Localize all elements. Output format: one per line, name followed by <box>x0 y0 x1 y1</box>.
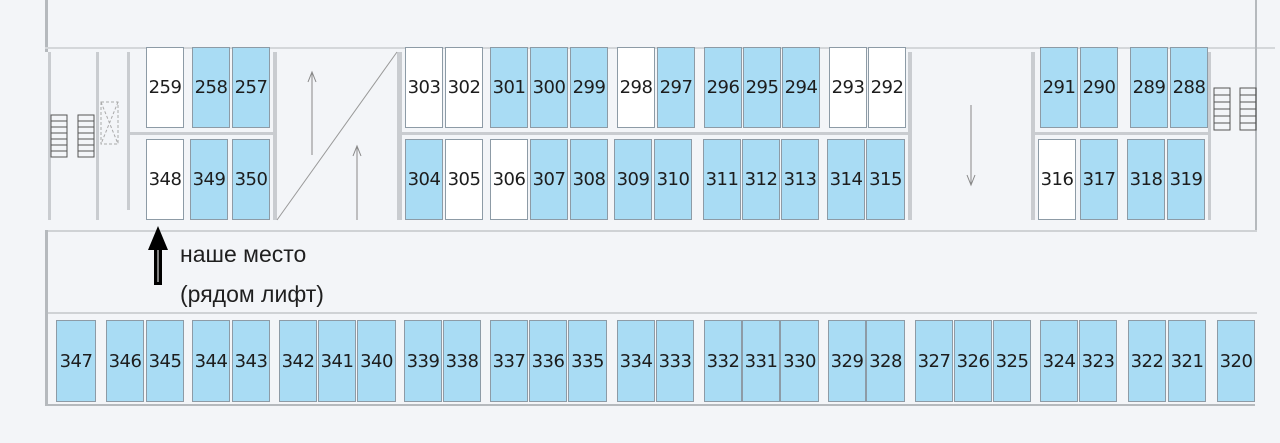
parking-spot-315: 315 <box>866 139 905 220</box>
parking-spot-290: 290 <box>1080 47 1118 128</box>
parking-spot-336: 336 <box>529 320 567 402</box>
parking-spot-337: 337 <box>490 320 528 402</box>
parking-spot-258: 258 <box>192 47 230 128</box>
parking-spot-289: 289 <box>1130 47 1168 128</box>
right-stair-wall <box>1208 52 1211 220</box>
parking-spot-345: 345 <box>146 320 184 402</box>
parking-spot-293: 293 <box>829 47 867 128</box>
parking-spot-323: 323 <box>1079 320 1117 402</box>
parking-spot-331: 331 <box>742 320 780 402</box>
parking-spot-305: 305 <box>445 139 483 220</box>
parking-spot-292: 292 <box>868 47 906 128</box>
parking-spot-298: 298 <box>617 47 655 128</box>
parking-spot-338: 338 <box>443 320 481 402</box>
parking-spot-344: 344 <box>192 320 230 402</box>
median-wall-right <box>1035 132 1210 135</box>
parking-spot-325: 325 <box>993 320 1031 402</box>
parking-spot-296: 296 <box>704 47 742 128</box>
parking-spot-309: 309 <box>614 139 652 220</box>
parking-spot-346: 346 <box>106 320 144 402</box>
bottom-outer-wall <box>45 404 1255 406</box>
parking-spot-328: 328 <box>866 320 905 402</box>
stair-wall-mid <box>96 52 99 220</box>
ramp-arrow-up-1-head <box>307 70 317 83</box>
ramp-arrow-down-head <box>966 174 976 187</box>
stair-wall-left <box>48 52 51 220</box>
parking-spot-319: 319 <box>1167 139 1205 220</box>
annotation-line-1: наше место <box>180 241 307 267</box>
parking-spot-291: 291 <box>1040 47 1078 128</box>
right-wall-b <box>1031 52 1035 220</box>
parking-spot-316: 316 <box>1038 139 1076 220</box>
median-wall-left <box>128 132 276 135</box>
parking-spot-317: 317 <box>1080 139 1118 220</box>
parking-spot-301: 301 <box>490 47 528 128</box>
parking-spot-300: 300 <box>530 47 568 128</box>
parking-spot-257: 257 <box>232 47 270 128</box>
driveway-top-edge <box>45 230 1257 232</box>
parking-spot-347: 347 <box>56 320 96 402</box>
parking-spot-311: 311 <box>703 139 741 220</box>
parking-spot-329: 329 <box>828 320 866 402</box>
ramp-wall-right <box>397 52 402 220</box>
parking-spot-334: 334 <box>617 320 655 402</box>
parking-spot-327: 327 <box>915 320 953 402</box>
parking-spot-339: 339 <box>404 320 442 402</box>
staircase-left-icon <box>50 114 95 158</box>
parking-spot-302: 302 <box>445 47 483 128</box>
parking-spot-341: 341 <box>318 320 356 402</box>
outer-wall-top-left <box>45 0 48 52</box>
parking-spot-348: 348 <box>146 139 184 220</box>
parking-spot-318: 318 <box>1127 139 1165 220</box>
parking-spot-324: 324 <box>1040 320 1078 402</box>
parking-spot-295: 295 <box>743 47 781 128</box>
parking-spot-299: 299 <box>570 47 608 128</box>
parking-spot-288: 288 <box>1170 47 1208 128</box>
parking-spot-304: 304 <box>405 139 443 220</box>
parking-spot-307: 307 <box>530 139 568 220</box>
parking-spot-303: 303 <box>405 47 443 128</box>
median-wall-center <box>400 132 910 135</box>
stair-wall-right <box>127 52 130 210</box>
parking-spot-330: 330 <box>780 320 819 402</box>
parking-spot-320: 320 <box>1217 320 1255 402</box>
parking-spot-308: 308 <box>570 139 608 220</box>
parking-spot-306: 306 <box>490 139 528 220</box>
parking-spot-342: 342 <box>279 320 317 402</box>
annotation-our-spot: наше место (рядом лифт) <box>180 234 324 314</box>
parking-spot-294: 294 <box>782 47 820 128</box>
parking-spot-310: 310 <box>654 139 692 220</box>
parking-spot-312: 312 <box>742 139 780 220</box>
parking-spot-349: 349 <box>190 139 228 220</box>
parking-spot-314: 314 <box>827 139 865 220</box>
annotation-line-2: (рядом лифт) <box>180 281 324 307</box>
ramp-wall-left <box>273 52 277 220</box>
parking-spot-313: 313 <box>781 139 819 220</box>
left-outer-wall <box>45 230 48 405</box>
parking-spot-350: 350 <box>232 139 270 220</box>
parking-spot-333: 333 <box>656 320 694 402</box>
right-wall-a <box>908 52 912 220</box>
parking-spot-335: 335 <box>568 320 607 402</box>
staircase-right-icon <box>1213 87 1257 131</box>
parking-spot-340: 340 <box>357 320 396 402</box>
parking-spot-326: 326 <box>954 320 992 402</box>
parking-spot-297: 297 <box>657 47 695 128</box>
parking-spot-259: 259 <box>146 47 184 128</box>
elevator-icon <box>100 101 119 145</box>
parking-spot-332: 332 <box>704 320 742 402</box>
parking-spot-343: 343 <box>232 320 270 402</box>
ramp-arrow-up-2-head <box>352 144 362 157</box>
ramp-diagonal <box>276 51 398 221</box>
driveway-bottom-edge <box>45 312 1257 314</box>
parking-spot-321: 321 <box>1168 320 1206 402</box>
parking-spot-322: 322 <box>1128 320 1166 402</box>
